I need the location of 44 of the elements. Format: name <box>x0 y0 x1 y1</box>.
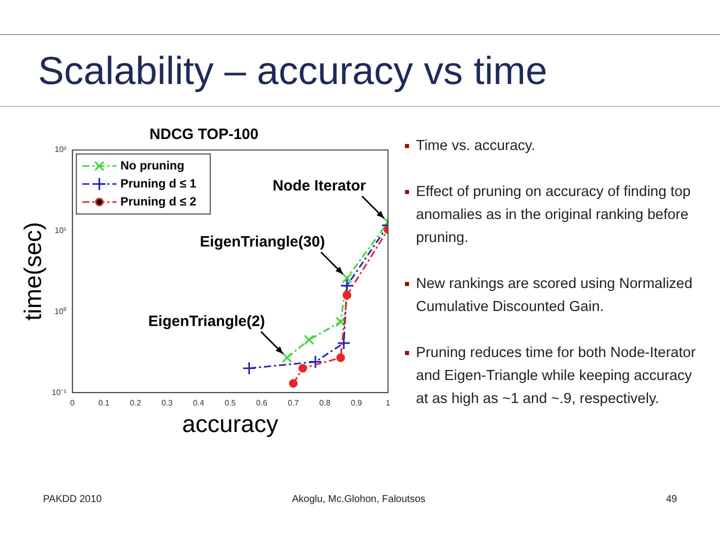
text: Pruning reduces time for both Node-Iterator and Eigen-Triangle while keeping accuracy at as high as ~1 and ~.9, respectively. <box>415 344 697 409</box>
x-axis-title: accuracy <box>182 411 278 438</box>
point <box>336 353 345 362</box>
x-tick-label: 0.3 <box>161 398 174 408</box>
y-tick-label: 10⁰ <box>54 306 66 316</box>
point <box>282 352 292 363</box>
text: Effect of pruning on accuracy of finding top anomalies as in the original ranking before pruning. <box>415 183 692 248</box>
chart-title: Scalability – accuracy vs time <box>38 50 548 94</box>
legend-label: No pruning <box>120 158 184 172</box>
x-tick-label: 0.4 <box>193 398 205 408</box>
text: Akoglu, Mc.Glohon, Faloutsos <box>292 494 426 505</box>
y-tick-label: 10⁻¹ <box>52 388 67 397</box>
text: 49 <box>666 494 678 505</box>
annotation: EigenTriangle(30) <box>200 233 325 250</box>
x-tick-label: 0 <box>70 398 76 408</box>
x-tick-label: 0.8 <box>319 398 331 408</box>
text: Time vs. accuracy. <box>415 137 536 156</box>
x-tick-label: 0.6 <box>256 398 268 408</box>
point <box>289 379 298 388</box>
x-tick-label: 1 <box>386 398 391 408</box>
legend-label: Pruning d ≤ 1 <box>120 176 197 190</box>
y-tick-label: 10¹ <box>54 226 67 236</box>
point <box>336 316 346 327</box>
x-tick-label: 0.9 <box>350 398 363 408</box>
y-axis-title: time(sec) <box>20 222 48 321</box>
point <box>242 361 256 376</box>
point <box>337 336 351 350</box>
text: PAKDD 2010 <box>43 494 102 505</box>
x-tick-label: 0.2 <box>130 398 142 408</box>
annotation: Node Iterator <box>272 177 366 194</box>
point <box>308 355 322 369</box>
point <box>342 273 352 284</box>
x-tick-label: 0.7 <box>288 398 300 408</box>
legend-label: Pruning d ≤ 2 <box>120 194 197 208</box>
chart-subtitle: NDCG TOP-100 <box>150 126 258 144</box>
point <box>342 290 352 300</box>
annotation: EigenTriangle(2) <box>148 312 265 330</box>
x-tick-label: 0.1 <box>98 398 110 408</box>
point <box>304 334 314 345</box>
text: New rankings are scored using Normalized Cumulative Discounted Gain. <box>415 275 694 317</box>
point <box>340 278 354 292</box>
point <box>298 364 308 373</box>
x-tick-label: 0.5 <box>224 398 236 408</box>
y-tick-label: 10² <box>54 145 67 154</box>
